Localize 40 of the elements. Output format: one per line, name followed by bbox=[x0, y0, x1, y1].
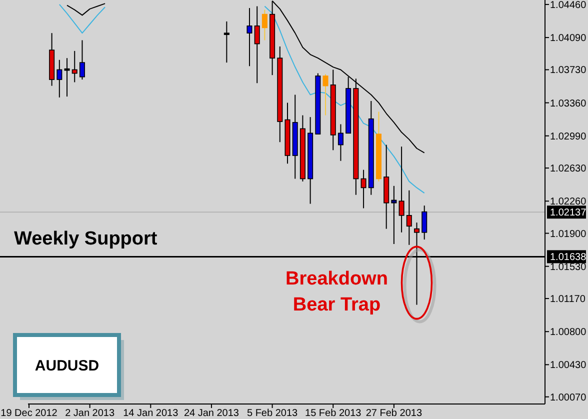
candlestick bbox=[72, 50, 78, 83]
y-tick-label: 1.02630 bbox=[550, 164, 587, 175]
x-tick-label: 5 Feb 2013 bbox=[246, 408, 298, 419]
y-tick-label: 1.01530 bbox=[550, 262, 587, 273]
candlestick bbox=[360, 169, 366, 209]
x-tick-label: 24 Jan 2013 bbox=[184, 408, 240, 419]
y-tick-label: 1.04090 bbox=[550, 33, 587, 44]
candlestick bbox=[322, 74, 328, 116]
y-tick-label: 1.00800 bbox=[550, 327, 587, 338]
candlestick bbox=[254, 6, 260, 84]
y-tick-label: 1.01900 bbox=[550, 228, 587, 240]
candlestick bbox=[406, 190, 412, 246]
text: AUDUSD bbox=[34, 357, 100, 374]
y-tick-label: 1.04460 bbox=[550, 0, 587, 11]
candlestick bbox=[246, 8, 252, 67]
y-tick-label: 1.01170 bbox=[550, 294, 586, 306]
candlestick bbox=[79, 40, 85, 80]
y-tick-label: 1.03730 bbox=[550, 65, 587, 76]
y-tick-label: 1.00430 bbox=[550, 360, 587, 372]
y-tick-label: 1.00070 bbox=[550, 392, 587, 404]
candlestick bbox=[391, 185, 397, 245]
annotation: Breakdown Bear Trap bbox=[286, 268, 388, 316]
y-tick-label: 1.03360 bbox=[550, 98, 587, 110]
x-tick-label: 27 Feb 2013 bbox=[366, 408, 422, 419]
y-tick-label: 1.02990 bbox=[550, 131, 587, 142]
candlestick bbox=[56, 59, 62, 98]
candlestick bbox=[262, 9, 268, 41]
x-tick-label: 19 Dec 2012 bbox=[0, 408, 58, 419]
ref-line-label: 1.02137 bbox=[550, 208, 587, 219]
x-tick-label: 15 Feb 2013 bbox=[305, 408, 362, 419]
annotation: Weekly Support bbox=[14, 228, 158, 250]
x-tick-label: 14 Jan 2013 bbox=[123, 408, 179, 419]
candlestick bbox=[64, 58, 70, 98]
candlestick bbox=[398, 146, 404, 233]
candlestick bbox=[422, 205, 428, 240]
ref-line-label: 1.01638 bbox=[550, 252, 587, 264]
candlestick bbox=[338, 124, 344, 162]
y-tick-label: 1.02260 bbox=[550, 196, 587, 208]
x-tick-label: 2 Jan 2013 bbox=[65, 408, 115, 419]
candlestick bbox=[224, 20, 230, 64]
